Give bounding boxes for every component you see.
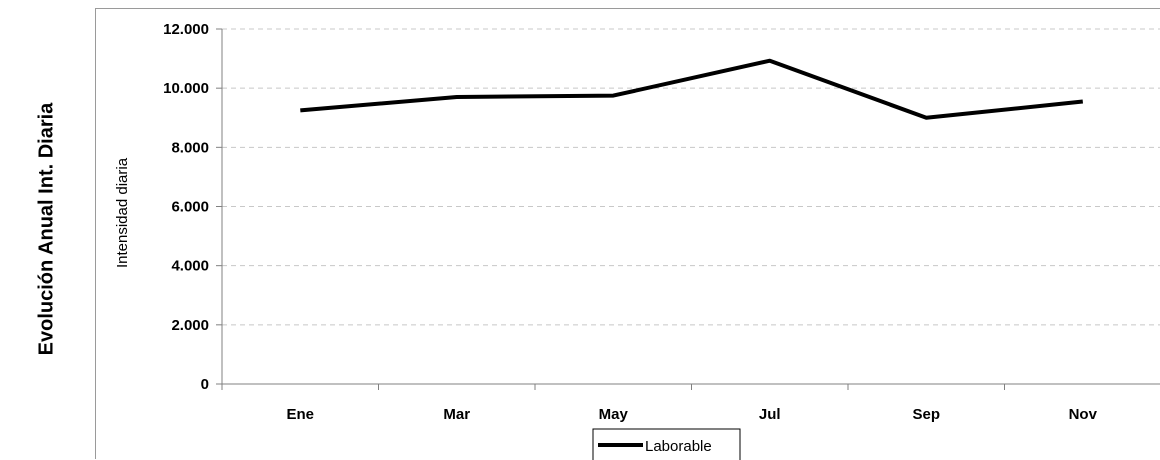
x-tick-label-jul: Jul (759, 406, 781, 423)
x-tick-label-nov: Nov (1069, 406, 1098, 423)
legend: Laborable (592, 428, 741, 460)
grid-lines (222, 28, 1160, 326)
page-title: Evolución Anual Int. Diaria (35, 102, 58, 356)
x-tick-label-ene: Ene (286, 406, 314, 423)
y-tick-label-6: 12.000 (163, 21, 209, 38)
y-axis-title: Intensidad diaria (114, 157, 131, 268)
x-tick-label-sep: Sep (912, 406, 940, 423)
y-tick-label-0: 0 (201, 376, 209, 393)
series-lines (300, 58, 1084, 120)
legend-label-laborable: Laborable (645, 438, 712, 455)
x-tick-label-mar: Mar (443, 406, 470, 423)
axes (216, 28, 1160, 390)
chart-frame: 0 2.000 4.000 6.000 8.000 10.000 12.000 Ene Mar… (95, 8, 1160, 460)
y-tick-label-3: 6.000 (171, 199, 209, 216)
y-tick-label-5: 10.000 (163, 80, 209, 97)
line-chart: 0 2.000 4.000 6.000 8.000 10.000 12.000 Ene Mar… (114, 21, 1160, 460)
series-line-laborable (300, 58, 1084, 120)
y-tick-labels: 0 2.000 4.000 6.000 8.000 10.000 12.000 (163, 21, 209, 393)
x-tick-label-may: May (599, 406, 629, 423)
y-tick-label-2: 4.000 (171, 258, 209, 275)
x-tick-labels: Ene Mar May Jul Sep Nov (286, 406, 1097, 423)
y-tick-label-1: 2.000 (171, 317, 209, 334)
y-tick-label-4: 8.000 (171, 139, 209, 156)
